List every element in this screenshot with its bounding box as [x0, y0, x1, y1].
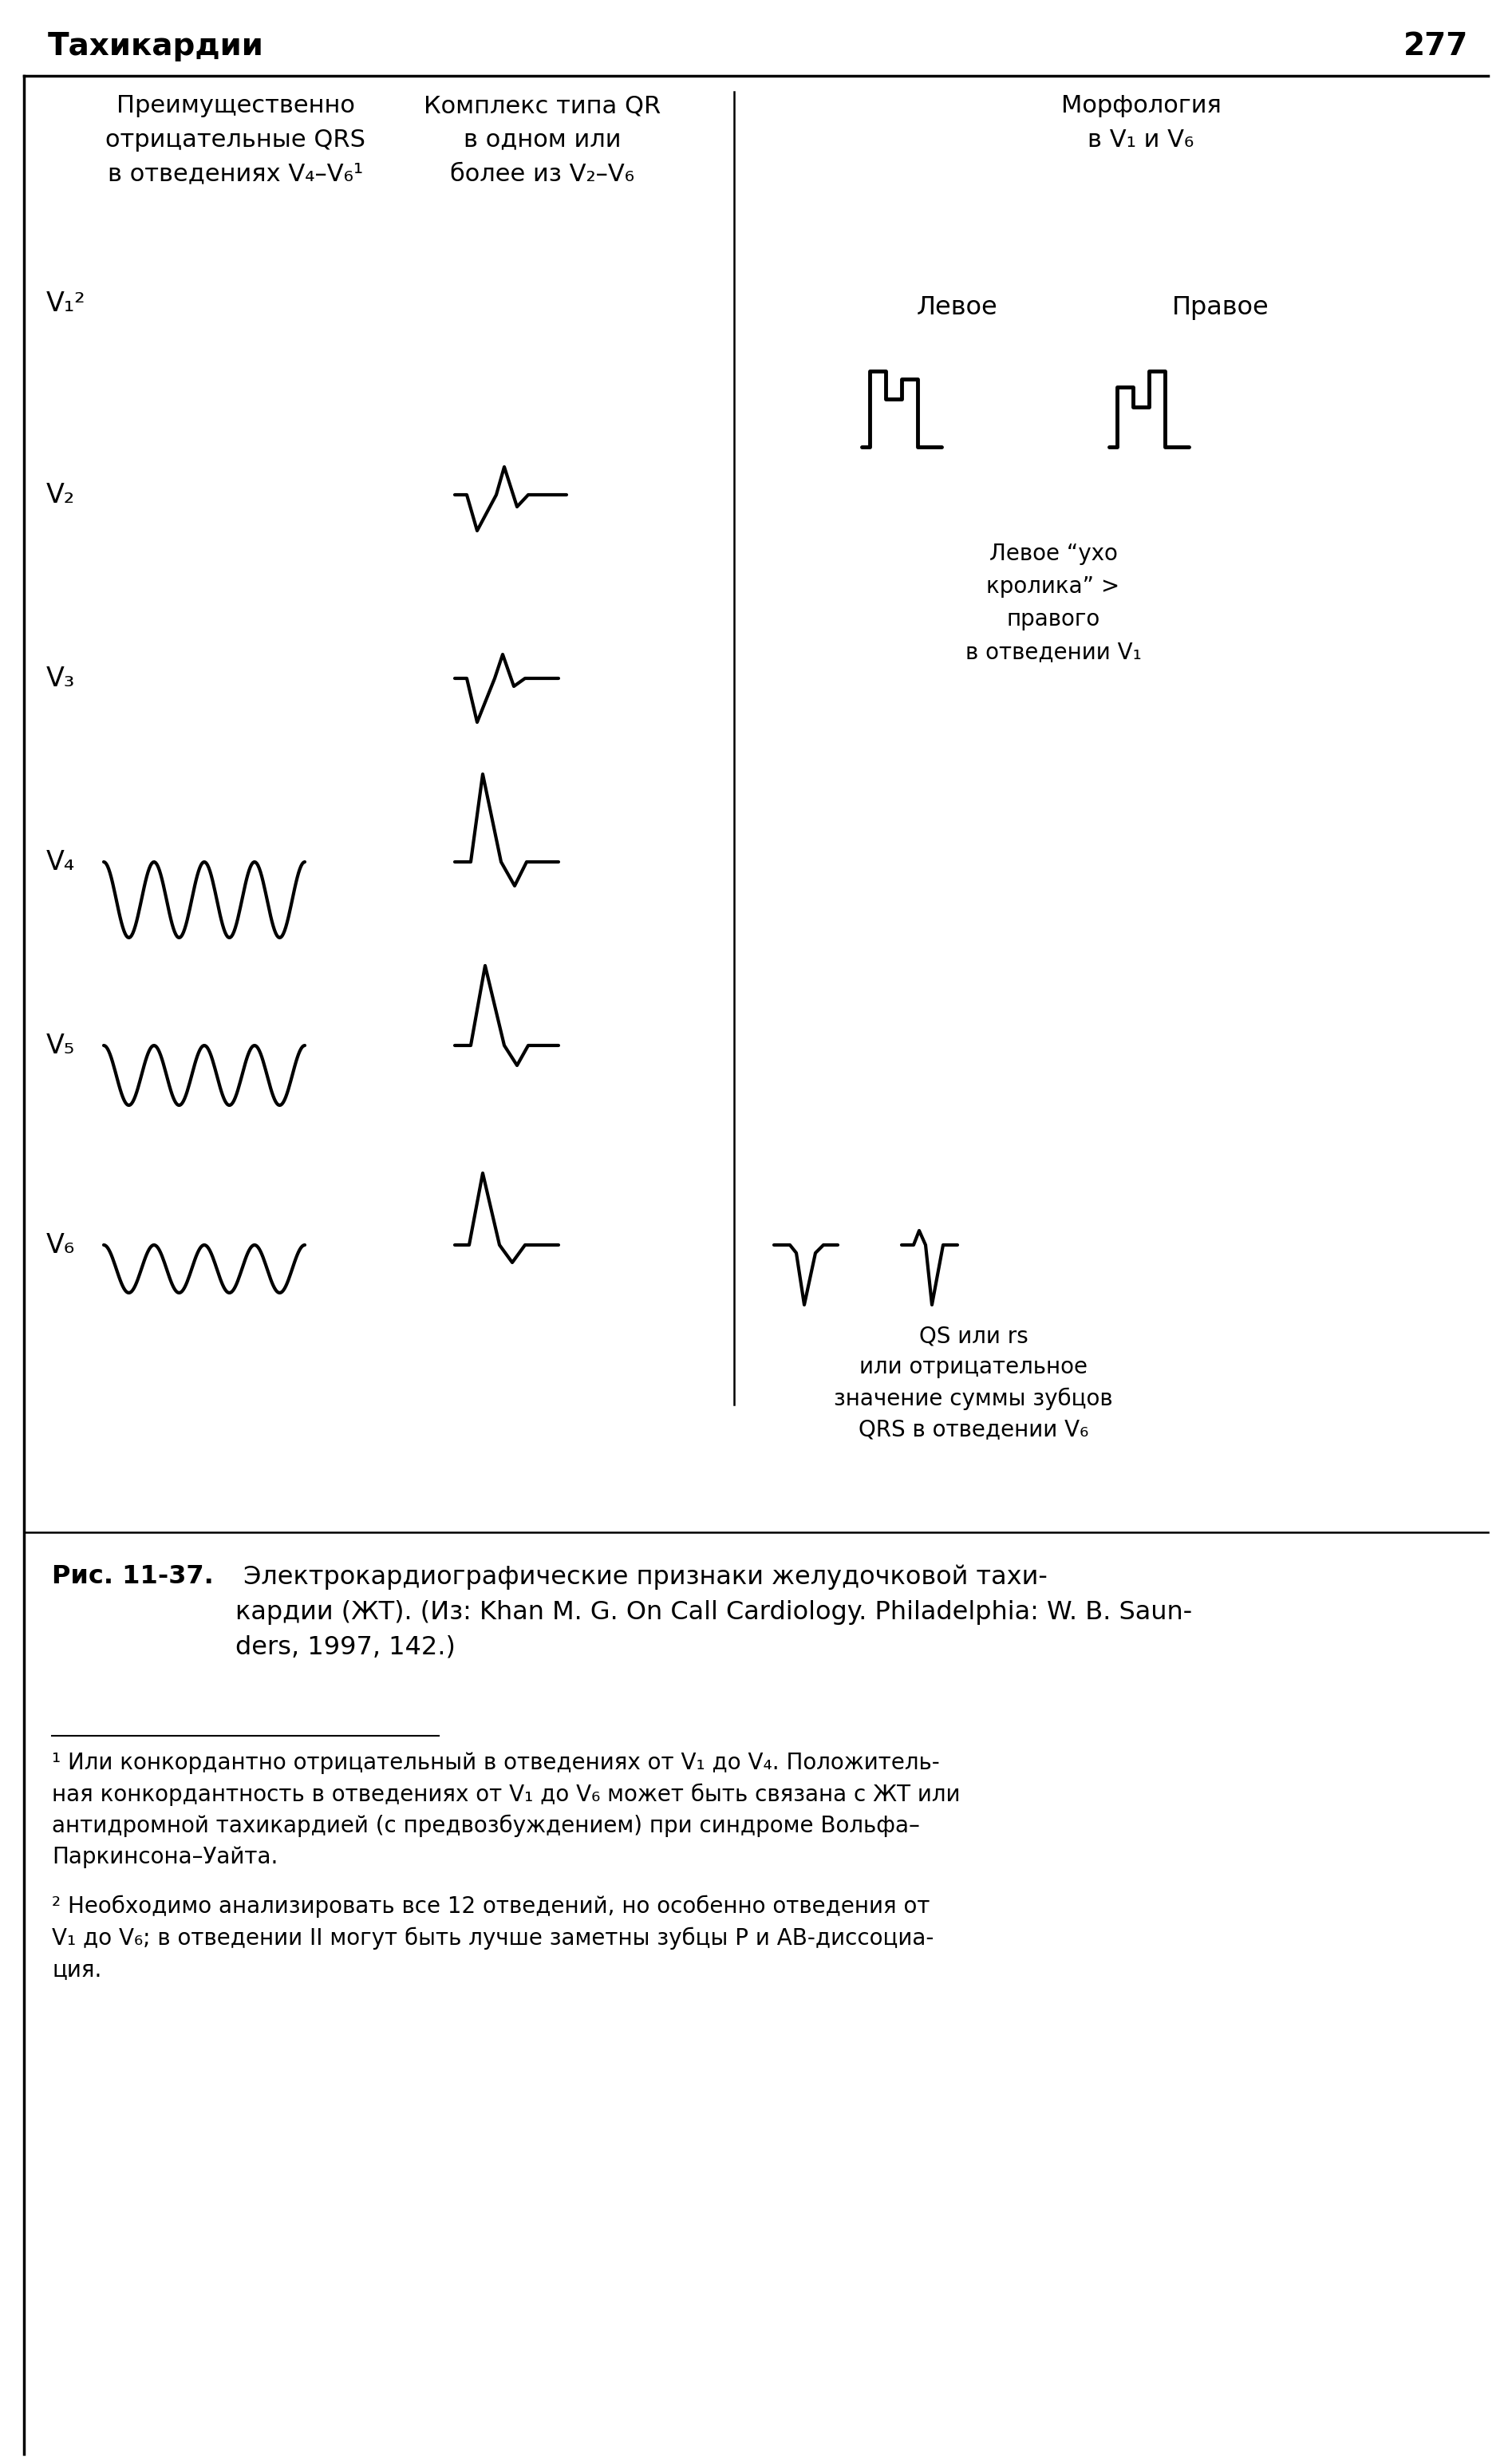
Text: Левое: Левое [916, 295, 998, 320]
Text: Комплекс типа QR
в одном или
более из V₂–V₆: Комплекс типа QR в одном или более из V₂… [423, 94, 661, 185]
Text: Правое: Правое [1172, 295, 1270, 320]
Text: QS или rs
или отрицательное
значение суммы зубцов
QRS в отведении V₆: QS или rs или отрицательное значение сум… [835, 1325, 1113, 1440]
Text: Левое “ухо
кролика” >
правого
в отведении V₁: Левое “ухо кролика” > правого в отведени… [965, 542, 1142, 665]
Text: V₆: V₆ [47, 1231, 76, 1258]
Text: Преимущественно
отрицательные QRS
в отведениях V₄–V₆¹: Преимущественно отрицательные QRS в отве… [106, 94, 366, 185]
Text: Тахикардии: Тахикардии [48, 32, 265, 62]
Text: Электрокардиографические признаки желудочковой тахи-
кардии (ЖТ). (Из: Khan M. G: Электрокардиографические признаки желудо… [236, 1563, 1193, 1659]
Text: V₂: V₂ [47, 483, 76, 507]
Text: 277: 277 [1403, 32, 1468, 62]
Text: V₅: V₅ [47, 1032, 76, 1059]
Text: V₁²: V₁² [47, 291, 86, 318]
Text: Рис. 11-37.: Рис. 11-37. [51, 1563, 213, 1588]
Text: ¹ Или конкордантно отрицательный в отведениях от V₁ до V₄. Положитель-
ная конко: ¹ Или конкордантно отрицательный в отвед… [51, 1753, 960, 1869]
Text: ² Необходимо анализировать все 12 отведений, но особенно отведения от
V₁ до V₆; : ² Необходимо анализировать все 12 отведе… [51, 1896, 934, 1982]
Text: V₃: V₃ [47, 665, 76, 692]
Text: V₄: V₄ [47, 849, 76, 874]
Text: Морфология
в V₁ и V₆: Морфология в V₁ и V₆ [1061, 94, 1222, 153]
